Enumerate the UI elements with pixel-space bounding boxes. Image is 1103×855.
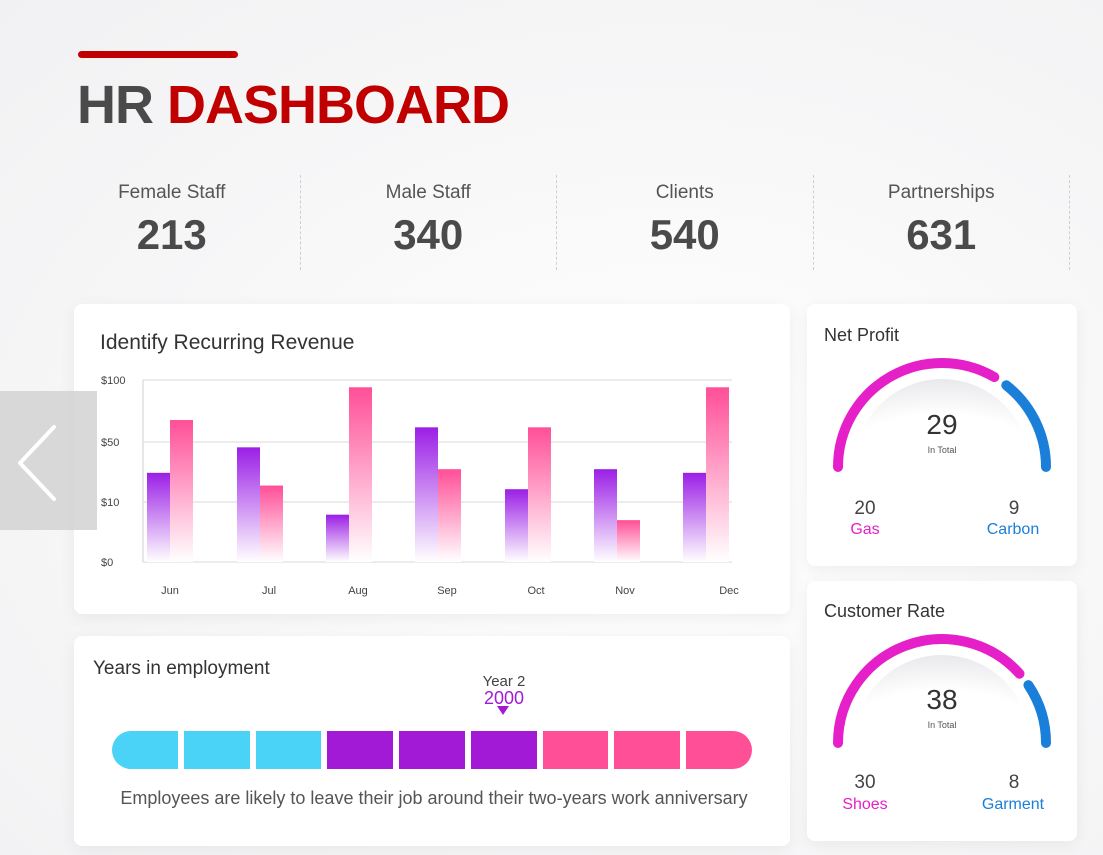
x-tick-label: Sep [437, 585, 457, 597]
kpi-label: Partnerships [887, 182, 995, 203]
customer-rate-total: 38 [926, 684, 958, 715]
bar [617, 520, 640, 562]
kpi-partnerships: Partnerships 631 [814, 175, 1070, 270]
net-profit-gauge [833, 358, 1051, 472]
timeline-segment [614, 731, 681, 769]
timeline-segment [112, 731, 178, 769]
bar [326, 514, 349, 562]
net-profit-right-value: 9 [1008, 498, 1020, 519]
x-tick-label: Jul [262, 585, 276, 597]
bar [237, 447, 260, 562]
year-marker-arrow-icon [497, 706, 509, 715]
gauge-inner [854, 379, 1030, 467]
gauge-arc-left [833, 634, 1025, 748]
timeline-segment [542, 731, 609, 769]
customer-rate-right-value: 8 [1008, 772, 1020, 793]
net-profit-card: Net Profit 29 In Total 20 Gas 9 Carbon [807, 304, 1077, 566]
timeline-segment [470, 731, 537, 769]
bar [170, 420, 193, 562]
net-profit-left-value: 20 [854, 498, 876, 519]
net-profit-total: 29 [926, 409, 958, 440]
employment-title: Years in employment [93, 658, 270, 679]
year-marker-value: 2000 [483, 688, 525, 708]
gauge-inner [854, 655, 1030, 743]
kpi-label: Male Staff [385, 182, 471, 203]
bar [260, 485, 283, 562]
net-profit-right-label: Carbon [986, 521, 1040, 538]
gauge-arc-right [1023, 680, 1051, 748]
chevron-left-icon [18, 425, 56, 501]
customer-rate-title: Customer Rate [824, 601, 946, 621]
x-tick-label: Nov [615, 585, 635, 597]
revenue-chart-card: Identify Recurring Revenue $100 $50 $10 $0 J… [74, 304, 790, 614]
page-title: HR DASHBOARD [77, 74, 510, 136]
customer-rate-total-sub: In Total [927, 720, 957, 730]
timeline-segment [255, 731, 322, 769]
kpi-label: Female Staff [118, 182, 226, 203]
customer-rate-right-label: Garment [981, 796, 1045, 813]
y-tick-label: $0 [101, 557, 113, 569]
title-accent-bar [78, 51, 238, 58]
page-title-part2: DASHBOARD [167, 75, 510, 135]
net-profit-total-sub: In Total [927, 445, 957, 455]
employment-timeline [112, 731, 753, 769]
customer-rate-card: Customer Rate 38 In Total 30 Shoes 8 Gar… [807, 581, 1077, 841]
bar [706, 387, 729, 562]
revenue-bar-chart: $100 $50 $10 $0 Jun Jul Aug Sep Oct Nov Dec [101, 375, 739, 597]
gauge-arc-right [1001, 380, 1051, 472]
bar [147, 472, 170, 562]
x-tick-label: Dec [719, 585, 739, 597]
kpi-value: 540 [649, 211, 720, 258]
net-profit-title: Net Profit [824, 325, 900, 345]
timeline-segment [686, 731, 753, 769]
kpi-female-staff: Female Staff 213 [44, 175, 301, 270]
customer-rate-left-value: 30 [854, 772, 876, 793]
bar [594, 469, 617, 562]
bar [683, 472, 706, 562]
customer-rate-left-label: Shoes [842, 796, 888, 813]
previous-slide-button[interactable] [0, 391, 97, 530]
kpi-male-staff: Male Staff 340 [301, 175, 557, 270]
customer-rate-gauge [833, 634, 1051, 748]
x-tick-label: Jun [161, 585, 179, 597]
year-marker-label: Year 2 [482, 673, 526, 690]
revenue-chart-title: Identify Recurring Revenue [100, 331, 355, 354]
y-tick-label: $100 [101, 375, 125, 387]
y-tick-label: $50 [101, 437, 119, 449]
kpi-value: 340 [393, 211, 464, 258]
timeline-segment [183, 731, 250, 769]
net-profit-left-label: Gas [850, 521, 880, 538]
x-tick-label: Oct [527, 585, 544, 597]
kpi-clients: Clients 540 [557, 175, 814, 270]
timeline-segment [327, 731, 394, 769]
employment-note: Employees are likely to leave their job … [120, 788, 748, 808]
y-tick-label: $10 [101, 497, 119, 509]
bar [528, 427, 551, 562]
kpi-value: 631 [906, 211, 977, 258]
timeline-segment [399, 731, 465, 769]
employment-card: Years in employment Year 2 2000 Employee… [74, 636, 790, 846]
page-title-part1: HR [77, 75, 154, 135]
bar [438, 469, 461, 562]
x-tick-label: Aug [348, 585, 368, 597]
bar [415, 427, 438, 562]
gauge-arc-left [833, 358, 1000, 472]
kpi-row: Female Staff 213 Male Staff 340 Clients … [44, 175, 1070, 270]
kpi-value: 213 [136, 211, 207, 258]
bar [505, 489, 528, 562]
kpi-label: Clients [655, 182, 714, 203]
bar [349, 387, 372, 562]
